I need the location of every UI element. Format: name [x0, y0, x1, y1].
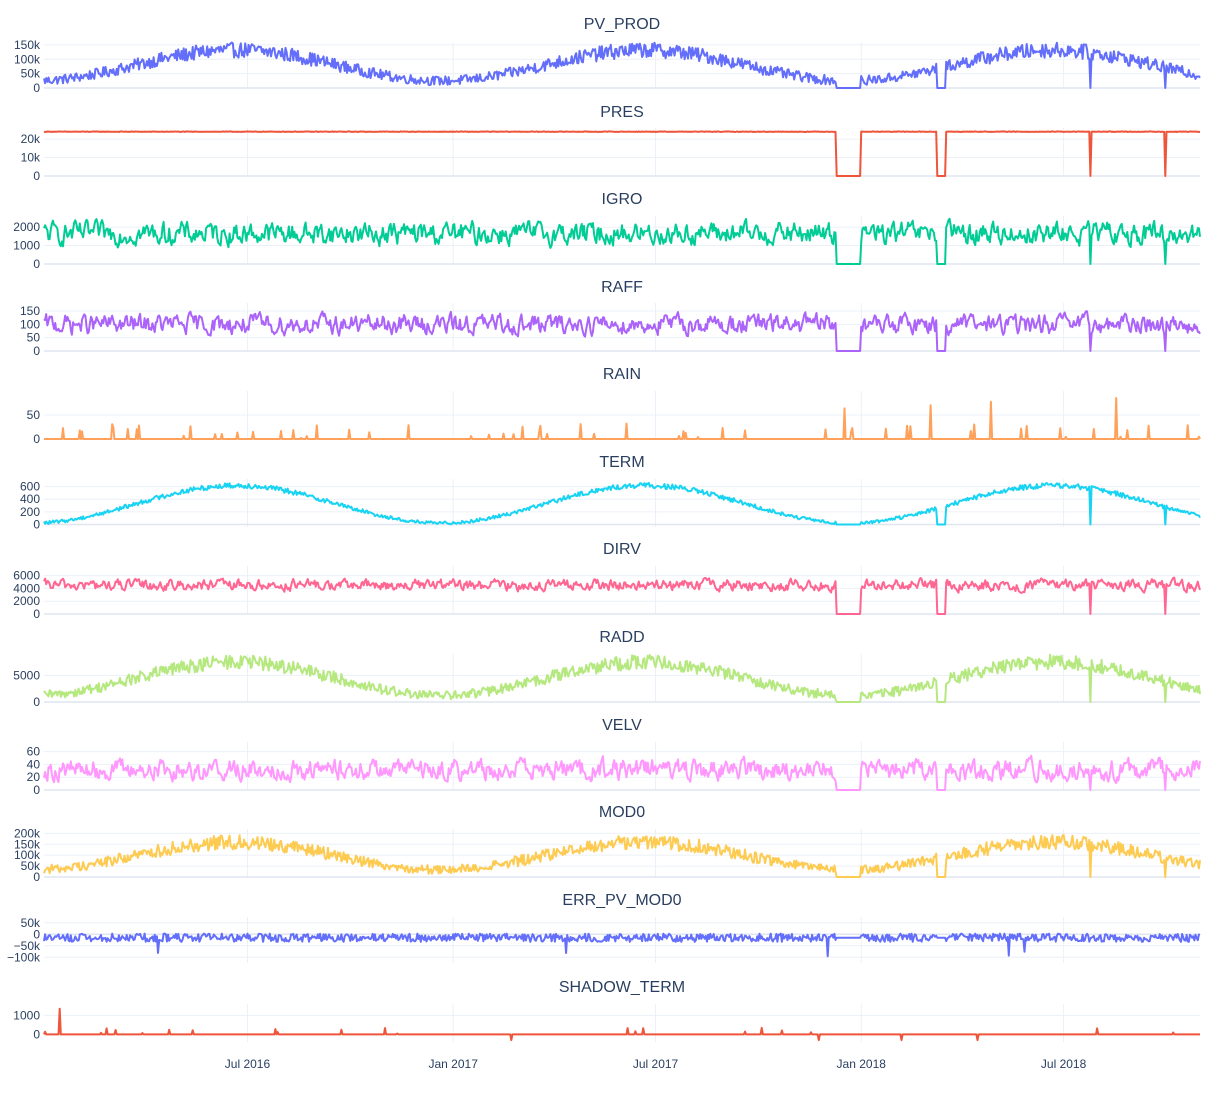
panel-title: PRES [600, 104, 644, 121]
chart-panels: 050k100k150kPV_PROD010k20kPRES010002000I… [7, 16, 1201, 1042]
y-tick-label: 600 [20, 480, 40, 494]
y-tick-label: 100k [14, 52, 41, 66]
panel-radd: 0 5000 RADD [13, 629, 1201, 709]
y-tick-label: 50k [21, 916, 41, 930]
y-tick-label: 150 [20, 304, 40, 318]
y-tick-label: 50 [27, 331, 41, 345]
series-line-dirv [43, 576, 1201, 615]
panel-title: MOD0 [599, 804, 645, 821]
y-tick-label: 0 [33, 169, 40, 183]
y-tick-label: −50k [14, 939, 41, 953]
y-tick-label: 200k [14, 826, 41, 840]
y-tick-label: 0 [33, 870, 40, 884]
panel-shadow-term: 0 1000 SHADOW_TERM [13, 979, 1200, 1042]
panel-title: RAFF [601, 279, 643, 296]
y-tick-label: 100 [20, 317, 40, 331]
y-tick-label: 400 [20, 492, 40, 506]
y-tick-label: 0 [33, 607, 40, 621]
shared-x-axis: Jul 2016 Jan 2017 Jul 2017 Jan 2018 Jul 2018 [225, 1057, 1087, 1071]
x-tick-label: Jul 2018 [1041, 1057, 1087, 1071]
y-tick-label: 0 [33, 81, 40, 95]
panel-title: IGRO [602, 191, 643, 208]
panel-pres: 0 10k 20k PRES [21, 104, 1201, 183]
series-line-err-pv-mod0 [43, 932, 1201, 958]
y-tick-label: 0 [33, 927, 40, 941]
y-tick-label: 0 [33, 517, 40, 531]
panel-title: VELV [602, 717, 642, 734]
y-tick-label: 150k [14, 837, 41, 851]
y-tick-label: 150k [14, 38, 41, 52]
series-line-pv-prod [43, 41, 1201, 89]
panel-title: RAIN [603, 366, 641, 383]
y-tick-label: 0 [33, 783, 40, 797]
y-tick-label: 0 [33, 432, 40, 446]
y-tick-label: −100k [7, 950, 41, 964]
y-tick-label: 50k [21, 859, 41, 873]
y-tick-label: 100k [14, 848, 41, 862]
series-line-rain [44, 397, 1201, 440]
x-tick-label: Jan 2018 [837, 1057, 887, 1071]
panel-title: PV_PROD [584, 16, 660, 33]
y-tick-label: 200 [20, 505, 40, 519]
series-line-pres [43, 130, 1201, 177]
y-tick-label: 40 [27, 757, 41, 771]
y-tick-label: 5000 [13, 668, 40, 682]
y-tick-label: 50k [21, 67, 41, 81]
y-tick-label: 1000 [13, 1008, 40, 1022]
series-line-shadow-term [43, 1007, 1200, 1042]
y-tick-label: 20k [21, 132, 41, 146]
x-tick-label: Jan 2017 [428, 1057, 478, 1071]
panel-title: TERM [599, 454, 644, 471]
y-tick-label: 6000 [13, 569, 40, 583]
y-tick-label: 0 [33, 344, 40, 358]
y-tick-label: 2000 [13, 220, 40, 234]
panel-igro: 0 1000 2000 IGRO [13, 191, 1201, 271]
panel-rain: 0 50 RAIN [27, 366, 1201, 446]
y-tick-label: 60 [27, 745, 41, 759]
series-line-radd [43, 653, 1201, 703]
x-tick-label: Jul 2017 [633, 1057, 679, 1071]
series-line-term [43, 481, 1201, 526]
y-tick-label: 10k [21, 151, 41, 165]
y-tick-label: 0 [33, 1027, 40, 1041]
panel-title: DIRV [603, 541, 641, 558]
panel-title: ERR_PV_MOD0 [562, 892, 681, 909]
y-tick-label: 20 [27, 770, 41, 784]
series-line-igro [43, 217, 1201, 265]
series-line-velv [43, 754, 1201, 791]
y-tick-label: 1000 [13, 239, 40, 253]
series-line-raff [43, 310, 1201, 352]
y-tick-label: 2000 [13, 594, 40, 608]
x-tick-label: Jul 2016 [225, 1057, 271, 1071]
panel-title: SHADOW_TERM [559, 979, 685, 996]
y-tick-label: 0 [33, 695, 40, 709]
series-line-mod0 [43, 834, 1201, 878]
y-tick-label: 0 [33, 257, 40, 271]
panel-title: RADD [599, 629, 644, 646]
y-tick-label: 50 [27, 408, 41, 422]
y-tick-label: 4000 [13, 581, 40, 595]
